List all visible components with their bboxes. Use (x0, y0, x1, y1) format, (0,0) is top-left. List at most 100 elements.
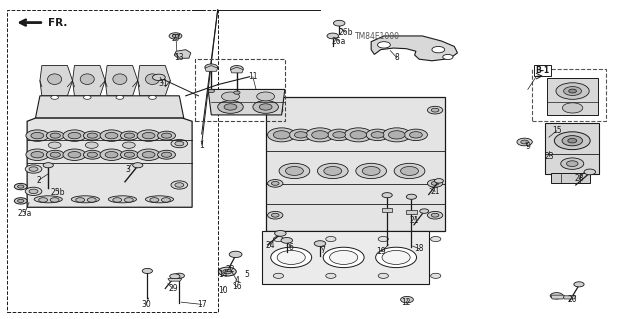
Circle shape (208, 89, 214, 93)
Circle shape (356, 163, 387, 179)
Text: 19: 19 (376, 247, 385, 256)
Polygon shape (40, 66, 72, 96)
Circle shape (268, 128, 296, 142)
Circle shape (406, 194, 417, 199)
Circle shape (378, 236, 388, 241)
Circle shape (563, 103, 583, 113)
Polygon shape (382, 208, 392, 212)
Circle shape (122, 142, 135, 148)
Polygon shape (266, 97, 445, 231)
Circle shape (17, 185, 24, 188)
Circle shape (383, 128, 411, 142)
Circle shape (172, 34, 179, 38)
Circle shape (268, 180, 283, 187)
Circle shape (317, 163, 348, 179)
Polygon shape (208, 89, 285, 115)
Circle shape (268, 106, 283, 114)
Ellipse shape (34, 196, 62, 203)
Circle shape (87, 198, 96, 202)
Text: 7: 7 (321, 246, 326, 255)
Circle shape (554, 132, 590, 150)
Text: 4: 4 (234, 276, 239, 285)
Circle shape (43, 163, 53, 168)
Circle shape (443, 55, 453, 60)
Text: 13: 13 (175, 53, 184, 62)
Polygon shape (371, 36, 458, 61)
Circle shape (169, 33, 182, 39)
Bar (532, 69, 606, 121)
Text: 2: 2 (36, 176, 41, 185)
Polygon shape (563, 296, 576, 299)
Circle shape (105, 152, 118, 158)
Circle shape (327, 33, 339, 39)
Text: 16: 16 (232, 282, 242, 291)
Text: 30: 30 (141, 300, 151, 309)
Ellipse shape (145, 196, 173, 203)
Circle shape (394, 163, 425, 179)
Circle shape (234, 91, 240, 94)
Circle shape (46, 150, 64, 159)
Text: 18: 18 (414, 244, 424, 253)
Ellipse shape (80, 74, 94, 85)
Polygon shape (27, 118, 192, 207)
Circle shape (517, 138, 532, 146)
Text: 25b: 25b (51, 189, 65, 197)
Circle shape (142, 152, 155, 158)
Circle shape (171, 181, 188, 189)
Text: 27: 27 (172, 34, 181, 43)
Circle shape (568, 138, 577, 143)
Ellipse shape (145, 74, 159, 85)
Circle shape (174, 273, 184, 278)
Circle shape (432, 47, 445, 53)
Circle shape (257, 92, 275, 101)
Circle shape (29, 167, 38, 171)
Circle shape (344, 128, 372, 142)
Circle shape (431, 108, 439, 112)
Polygon shape (551, 295, 564, 299)
Circle shape (550, 293, 563, 299)
Circle shape (273, 236, 284, 241)
Circle shape (253, 100, 278, 113)
Circle shape (83, 131, 101, 140)
Circle shape (87, 133, 97, 138)
Circle shape (277, 250, 305, 264)
Text: 10: 10 (218, 286, 228, 294)
Circle shape (161, 198, 170, 202)
Text: TM84E1000: TM84E1000 (355, 33, 400, 41)
Text: 14: 14 (218, 270, 228, 278)
Text: 21: 21 (410, 216, 419, 225)
Circle shape (326, 273, 336, 278)
Circle shape (161, 133, 172, 138)
Circle shape (68, 132, 81, 139)
Text: 26b: 26b (339, 28, 353, 37)
Circle shape (289, 129, 312, 141)
Text: 29: 29 (168, 284, 178, 293)
Circle shape (31, 152, 44, 158)
Circle shape (205, 64, 218, 70)
Circle shape (218, 100, 243, 113)
Circle shape (175, 141, 184, 146)
Ellipse shape (108, 196, 136, 203)
Bar (195, 59, 285, 121)
Circle shape (170, 274, 180, 279)
Text: 8: 8 (394, 53, 399, 62)
Circle shape (324, 167, 342, 175)
Text: 20: 20 (568, 295, 577, 304)
Polygon shape (545, 123, 600, 174)
Circle shape (328, 129, 351, 141)
Circle shape (382, 193, 392, 198)
Circle shape (376, 247, 417, 268)
Circle shape (230, 66, 243, 72)
Circle shape (152, 74, 165, 80)
Circle shape (63, 149, 86, 160)
Circle shape (51, 95, 58, 99)
Circle shape (14, 198, 27, 204)
Circle shape (83, 95, 91, 99)
Circle shape (333, 20, 345, 26)
Circle shape (294, 132, 307, 138)
Circle shape (371, 132, 384, 138)
Text: 12: 12 (401, 298, 411, 307)
Circle shape (100, 130, 123, 141)
Circle shape (83, 150, 101, 159)
Text: 25a: 25a (17, 209, 32, 218)
